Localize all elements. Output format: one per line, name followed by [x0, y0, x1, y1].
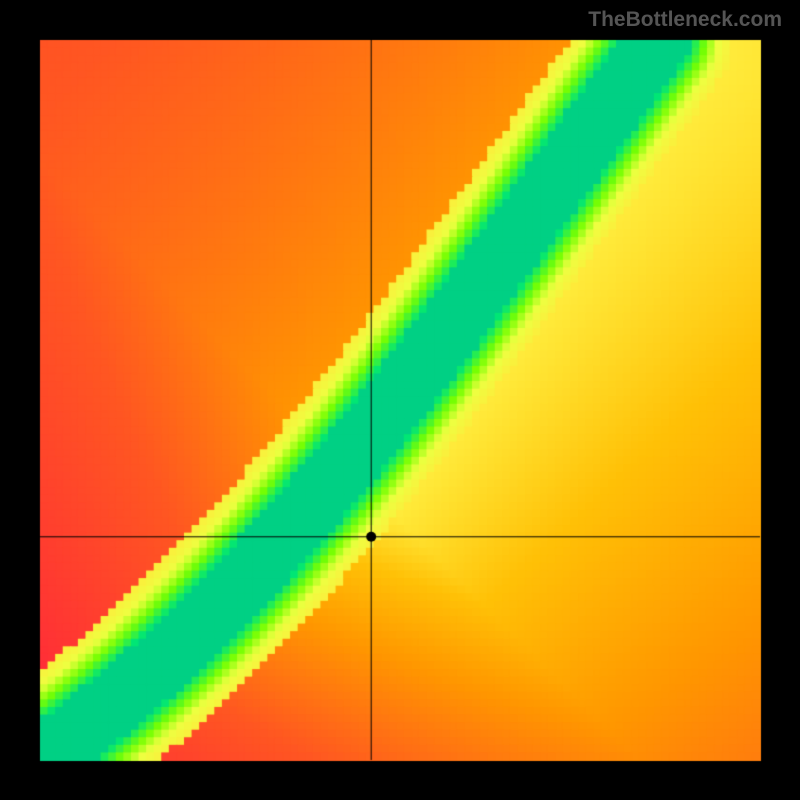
chart-container: TheBottleneck.com	[0, 0, 800, 800]
watermark-text: TheBottleneck.com	[588, 8, 782, 32]
heatmap-canvas	[0, 0, 800, 800]
